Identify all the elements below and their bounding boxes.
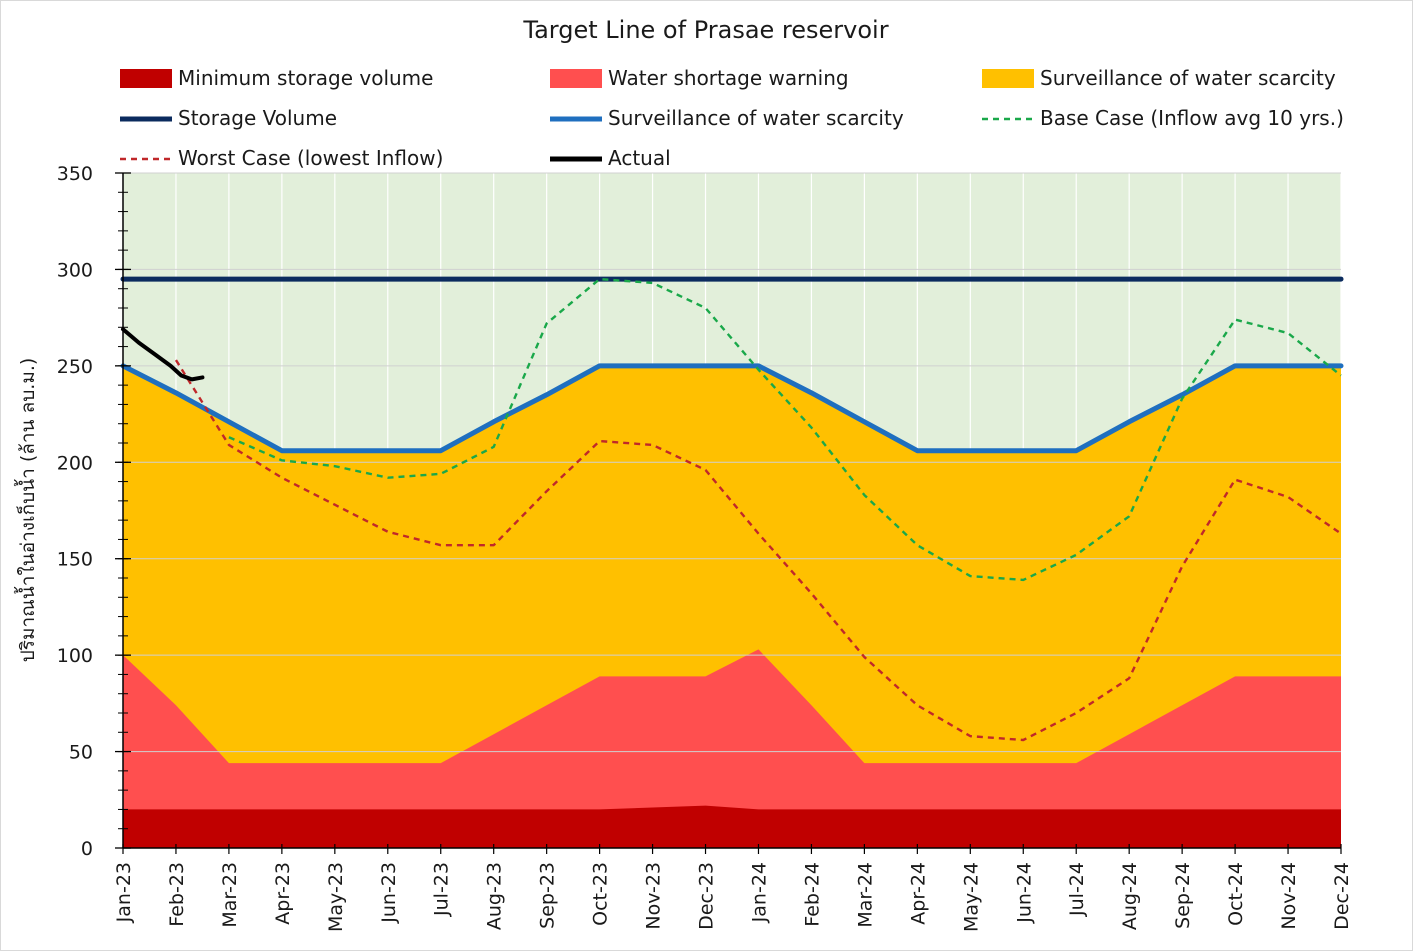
legend-label: Water shortage warning	[608, 66, 849, 90]
line-actual	[121, 327, 205, 382]
area-water-shortage-warning	[123, 649, 1341, 848]
x-tick-label: May-24	[960, 862, 982, 932]
legend-label: Worst Case (lowest Inflow)	[178, 146, 443, 170]
x-tick-label: Nov-24	[1278, 862, 1300, 930]
x-tick-label: Jan-23	[113, 862, 135, 923]
x-tick-label: Apr-23	[272, 862, 294, 925]
x-tick-label: Aug-23	[484, 862, 506, 930]
y-axis-title: ปริมาณน้ำในอ่างเก็บน้ำ (ล้าน ลบ.ม.)	[14, 358, 39, 663]
legend-item: Surveillance of water scarcity	[550, 106, 904, 130]
x-tick-label: Jul-24	[1066, 862, 1088, 917]
y-tick-label: 100	[57, 645, 93, 667]
legend-item: Minimum storage volume	[120, 66, 433, 90]
legend-label: Storage Volume	[178, 106, 337, 130]
x-tick-label: Oct-23	[590, 862, 612, 926]
legend-item: Water shortage warning	[550, 66, 849, 90]
y-tick-label: 250	[57, 356, 93, 378]
x-tick-label: Jul-23	[431, 862, 453, 917]
x-tick-label: Feb-24	[801, 862, 823, 927]
y-tick-label: 300	[57, 259, 93, 281]
x-tick-label: Mar-24	[854, 862, 876, 928]
y-tick-label: 150	[57, 549, 93, 571]
legend-item: Surveillance of water scarcity	[982, 66, 1336, 90]
x-tick-label: Apr-24	[907, 862, 929, 925]
x-tick-label: Feb-23	[166, 862, 188, 927]
x-tick-label: Mar-23	[219, 862, 241, 928]
legend-swatch	[982, 69, 1034, 88]
y-tick-label: 200	[57, 452, 93, 474]
legend-label: Surveillance of water scarcity	[1040, 66, 1336, 90]
x-tick-label: Jan-24	[748, 862, 770, 923]
x-tick-label: Nov-23	[643, 862, 665, 930]
axes: 0 50 100 150 200 250 300 350 Jan-23 Feb-23 Mar-23 A…	[57, 163, 1353, 932]
legend-label: Base Case (Inflow avg 10 yrs.)	[1040, 106, 1344, 130]
legend-item: Worst Case (lowest Inflow)	[120, 146, 443, 170]
line-surveillance-of-water-scarcity	[120, 363, 1344, 454]
x-tick-label: Dec-24	[1331, 862, 1353, 930]
legend-label: Actual	[608, 146, 671, 170]
x-tick-label: Oct-24	[1225, 862, 1247, 926]
x-tick-label: Dec-23	[696, 862, 718, 930]
y-tick-label: 0	[81, 838, 93, 860]
x-tick-label: Sep-23	[537, 862, 559, 929]
legend-item: Base Case (Inflow avg 10 yrs.)	[982, 106, 1344, 130]
x-tick-label: Sep-24	[1172, 862, 1194, 929]
legend-label: Surveillance of water scarcity	[608, 106, 904, 130]
legend-item: Actual	[550, 146, 671, 170]
x-tick-label: Jun-23	[378, 862, 400, 924]
y-tick-label: 350	[57, 163, 93, 185]
plot-area	[120, 172, 1344, 848]
x-tick-label: May-23	[325, 862, 347, 932]
legend-swatch	[550, 69, 602, 88]
x-tick-label: Jun-24	[1013, 862, 1035, 924]
area-minimum-storage-volume	[123, 805, 1341, 848]
legend-item: Storage Volume	[120, 106, 337, 130]
line-worst-case-lowest-inflow-	[174, 359, 1342, 742]
x-tick-label: Aug-24	[1119, 862, 1141, 930]
line-base-case-inflow-avg-10-yrs-	[228, 277, 1342, 582]
legend-swatch	[120, 69, 172, 88]
chart-title: Target Line of Prasae reservoir	[522, 16, 888, 44]
legend: Minimum storage volume Water shortage war…	[120, 66, 1344, 170]
area-surveillance-of-water-scarcity	[123, 365, 1341, 848]
legend-label: Minimum storage volume	[178, 66, 433, 90]
y-tick-label: 50	[69, 742, 93, 764]
